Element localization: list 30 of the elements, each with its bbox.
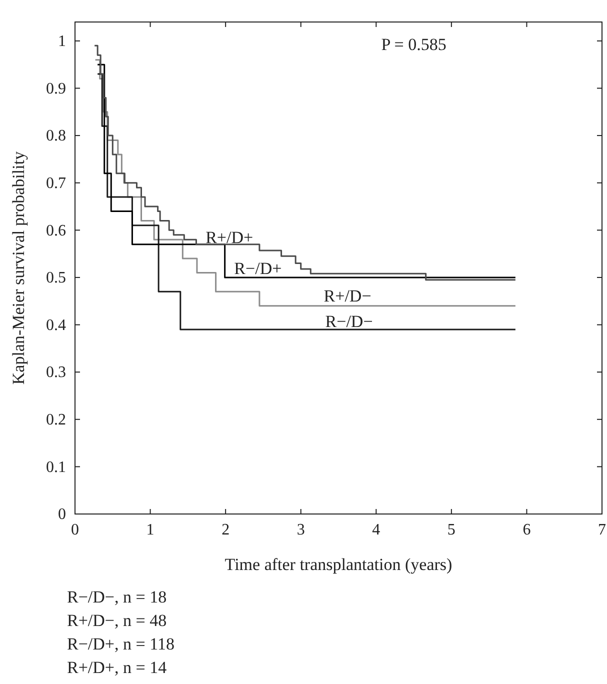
y-tick-label: 0.3	[46, 364, 66, 382]
annotation: P = 0.585	[381, 35, 446, 54]
text: R+/D−, n = 48	[67, 611, 167, 630]
x-tick-label: 7	[598, 521, 606, 538]
annotation: R+/D+	[206, 228, 254, 248]
annotation: R+/D−	[324, 286, 372, 306]
y-tick-label: 0.1	[46, 458, 66, 476]
text: R+/D+, n = 14	[67, 658, 168, 677]
y-tick-label: 0	[58, 506, 66, 524]
y-tick-label: 1	[58, 33, 66, 50]
y-tick-label: 0.8	[46, 128, 66, 145]
y-tick-label: 0.2	[46, 412, 66, 429]
y-tick-label: 0.9	[46, 80, 66, 98]
x-tick-label: 6	[522, 521, 531, 538]
annotation: R−/D−	[325, 312, 373, 331]
x-tick-label: 2	[222, 521, 230, 538]
x-tick-label: 4	[372, 521, 380, 538]
y-tick-label: 0.5	[46, 270, 66, 287]
y-axis-title: Kaplan-Meier survival probability	[9, 150, 28, 385]
text: R−/D−, n = 18	[67, 588, 167, 606]
x-axis-title: Time after transplantation (years)	[224, 555, 452, 574]
y-tick-label: 0.4	[46, 316, 66, 334]
text: R−/D+, n = 118	[67, 634, 174, 654]
x-tick-label: 5	[447, 521, 456, 538]
y-tick-label: 0.6	[46, 222, 66, 240]
x-tick-label: 1	[146, 521, 154, 538]
annotation: R−/D+	[234, 258, 282, 278]
x-tick-label: 3	[296, 521, 305, 538]
y-tick-label: 0.7	[46, 174, 66, 192]
x-tick-label: 0	[71, 521, 79, 538]
